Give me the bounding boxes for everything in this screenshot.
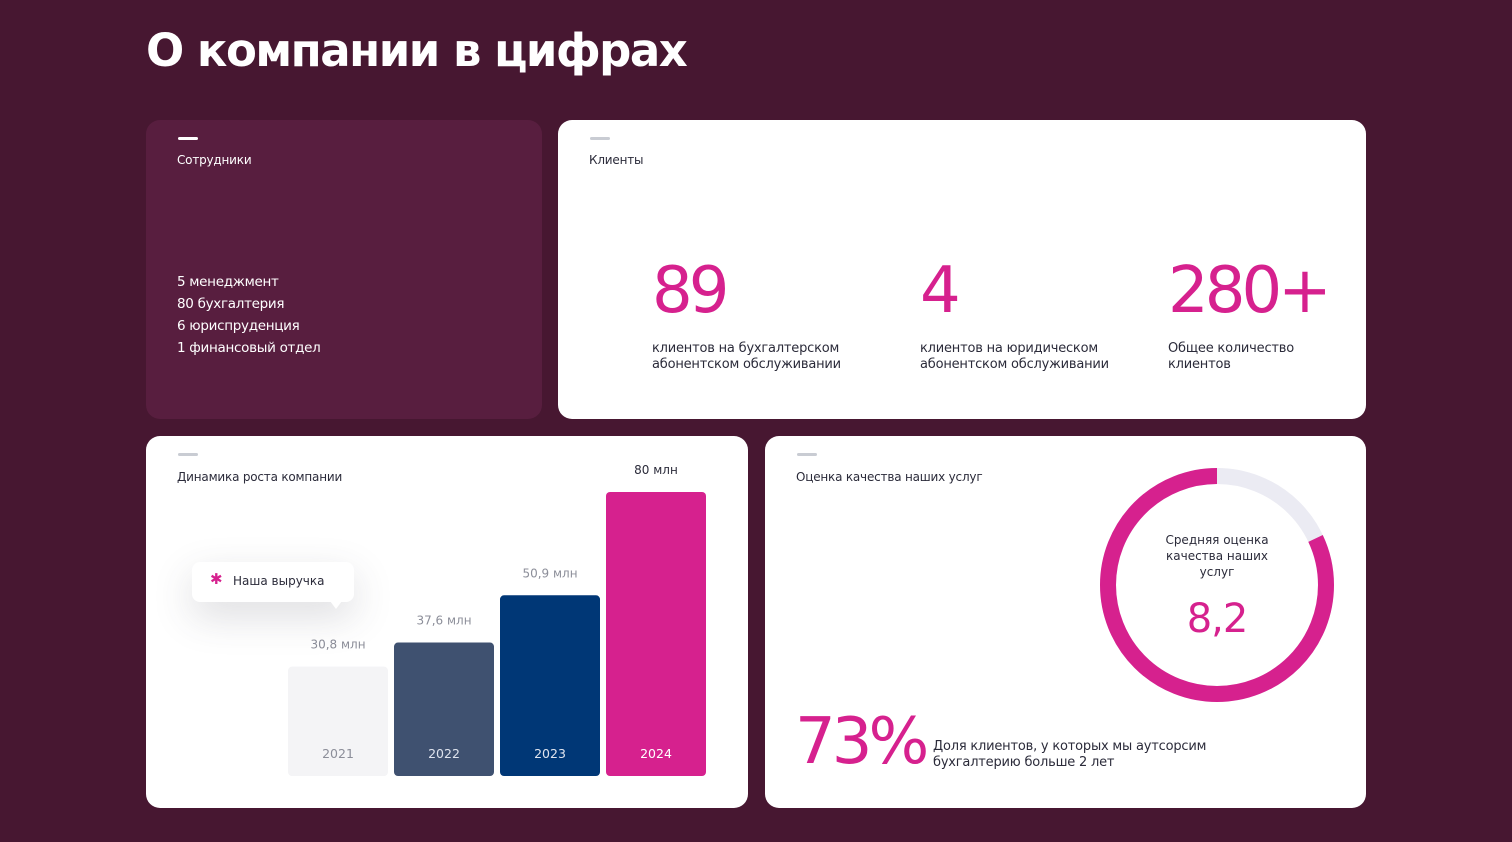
clients-card: Клиенты 89 клиентов на бухгалтерском або… — [558, 120, 1366, 419]
stat-label: клиентов на юридическом абонентском обсл… — [920, 341, 1109, 372]
bar-category-label: 2024 — [640, 746, 672, 761]
bar-2021 — [288, 666, 388, 776]
ring-progress — [1100, 468, 1334, 702]
tooltip-label: Наша выручка — [233, 574, 325, 588]
bar-category-label: 2021 — [322, 746, 354, 761]
growth-card: Динамика роста компании 30,8 млн 2021 37,6… — [146, 436, 748, 808]
card-dash — [178, 137, 198, 140]
employees-card: Сотрудники 5 менеджмент 80 бухгалтерия 6… — [146, 120, 542, 419]
rating-ring — [1100, 468, 1334, 702]
retention-percent: 73% — [795, 705, 929, 779]
bar-category-label: 2023 — [534, 746, 566, 761]
employees-list: 5 менеджмент 80 бухгалтерия 6 юриспруден… — [177, 271, 321, 359]
stat-value: 89 — [652, 254, 729, 328]
ring-score: 8,2 — [1186, 596, 1249, 642]
rating-label: Оценка качества наших услуг — [796, 470, 983, 484]
retention-text: Доля клиентов, у которых мы аутсорсим бу… — [933, 739, 1207, 770]
bar-2023 — [500, 595, 600, 776]
revenue-tooltip: ✱ Наша выручка — [192, 562, 354, 609]
bar-2022 — [394, 642, 494, 776]
stat-accounting-clients: 89 клиентов на бухгалтерском абонентском… — [652, 255, 872, 373]
stat-value: 4 — [920, 254, 961, 328]
stat-legal-clients: 4 клиентов на юридическом абонентском об… — [920, 255, 1140, 373]
stat-value: 280+ — [1168, 254, 1332, 328]
employees-item-finance: 1 финансовый отдел — [177, 340, 321, 356]
ring-caption: Средняя оценка качества наших услуг — [1165, 533, 1269, 579]
employees-item-accounting: 80 бухгалтерия — [177, 296, 285, 312]
employees-item-legal: 6 юриспруденция — [177, 318, 300, 334]
clients-label: Клиенты — [589, 153, 644, 167]
rating-card: Оценка качества наших услуг Средняя оцен… — [765, 436, 1366, 808]
growth-label: Динамика роста компании — [177, 470, 343, 484]
bar-category-label: 2022 — [428, 746, 460, 761]
revenue-bar-chart: 30,8 млн 2021 37,6 млн 2022 50,9 млн 2023 80 м… — [288, 463, 706, 776]
card-dash — [797, 453, 817, 456]
bar-value-label: 30,8 млн — [310, 638, 365, 652]
employees-label: Сотрудники — [177, 153, 252, 167]
employees-item-management: 5 менеджмент — [177, 274, 279, 290]
asterisk-icon: ✱ — [210, 570, 223, 588]
bar-value-label: 50,9 млн — [522, 566, 577, 580]
card-dash — [590, 137, 610, 140]
bar-2024 — [606, 492, 706, 776]
stat-total-clients: 280+ Общее количество клиентов — [1168, 254, 1332, 373]
page-title: О компании в цифрах — [146, 24, 688, 77]
stat-label: клиентов на бухгалтерском абонентском об… — [652, 341, 841, 372]
card-dash — [178, 453, 198, 456]
bar-value-label: 80 млн — [634, 463, 678, 477]
stat-label: Общее количество клиентов — [1168, 341, 1295, 372]
bar-value-label: 37,6 млн — [416, 614, 471, 628]
